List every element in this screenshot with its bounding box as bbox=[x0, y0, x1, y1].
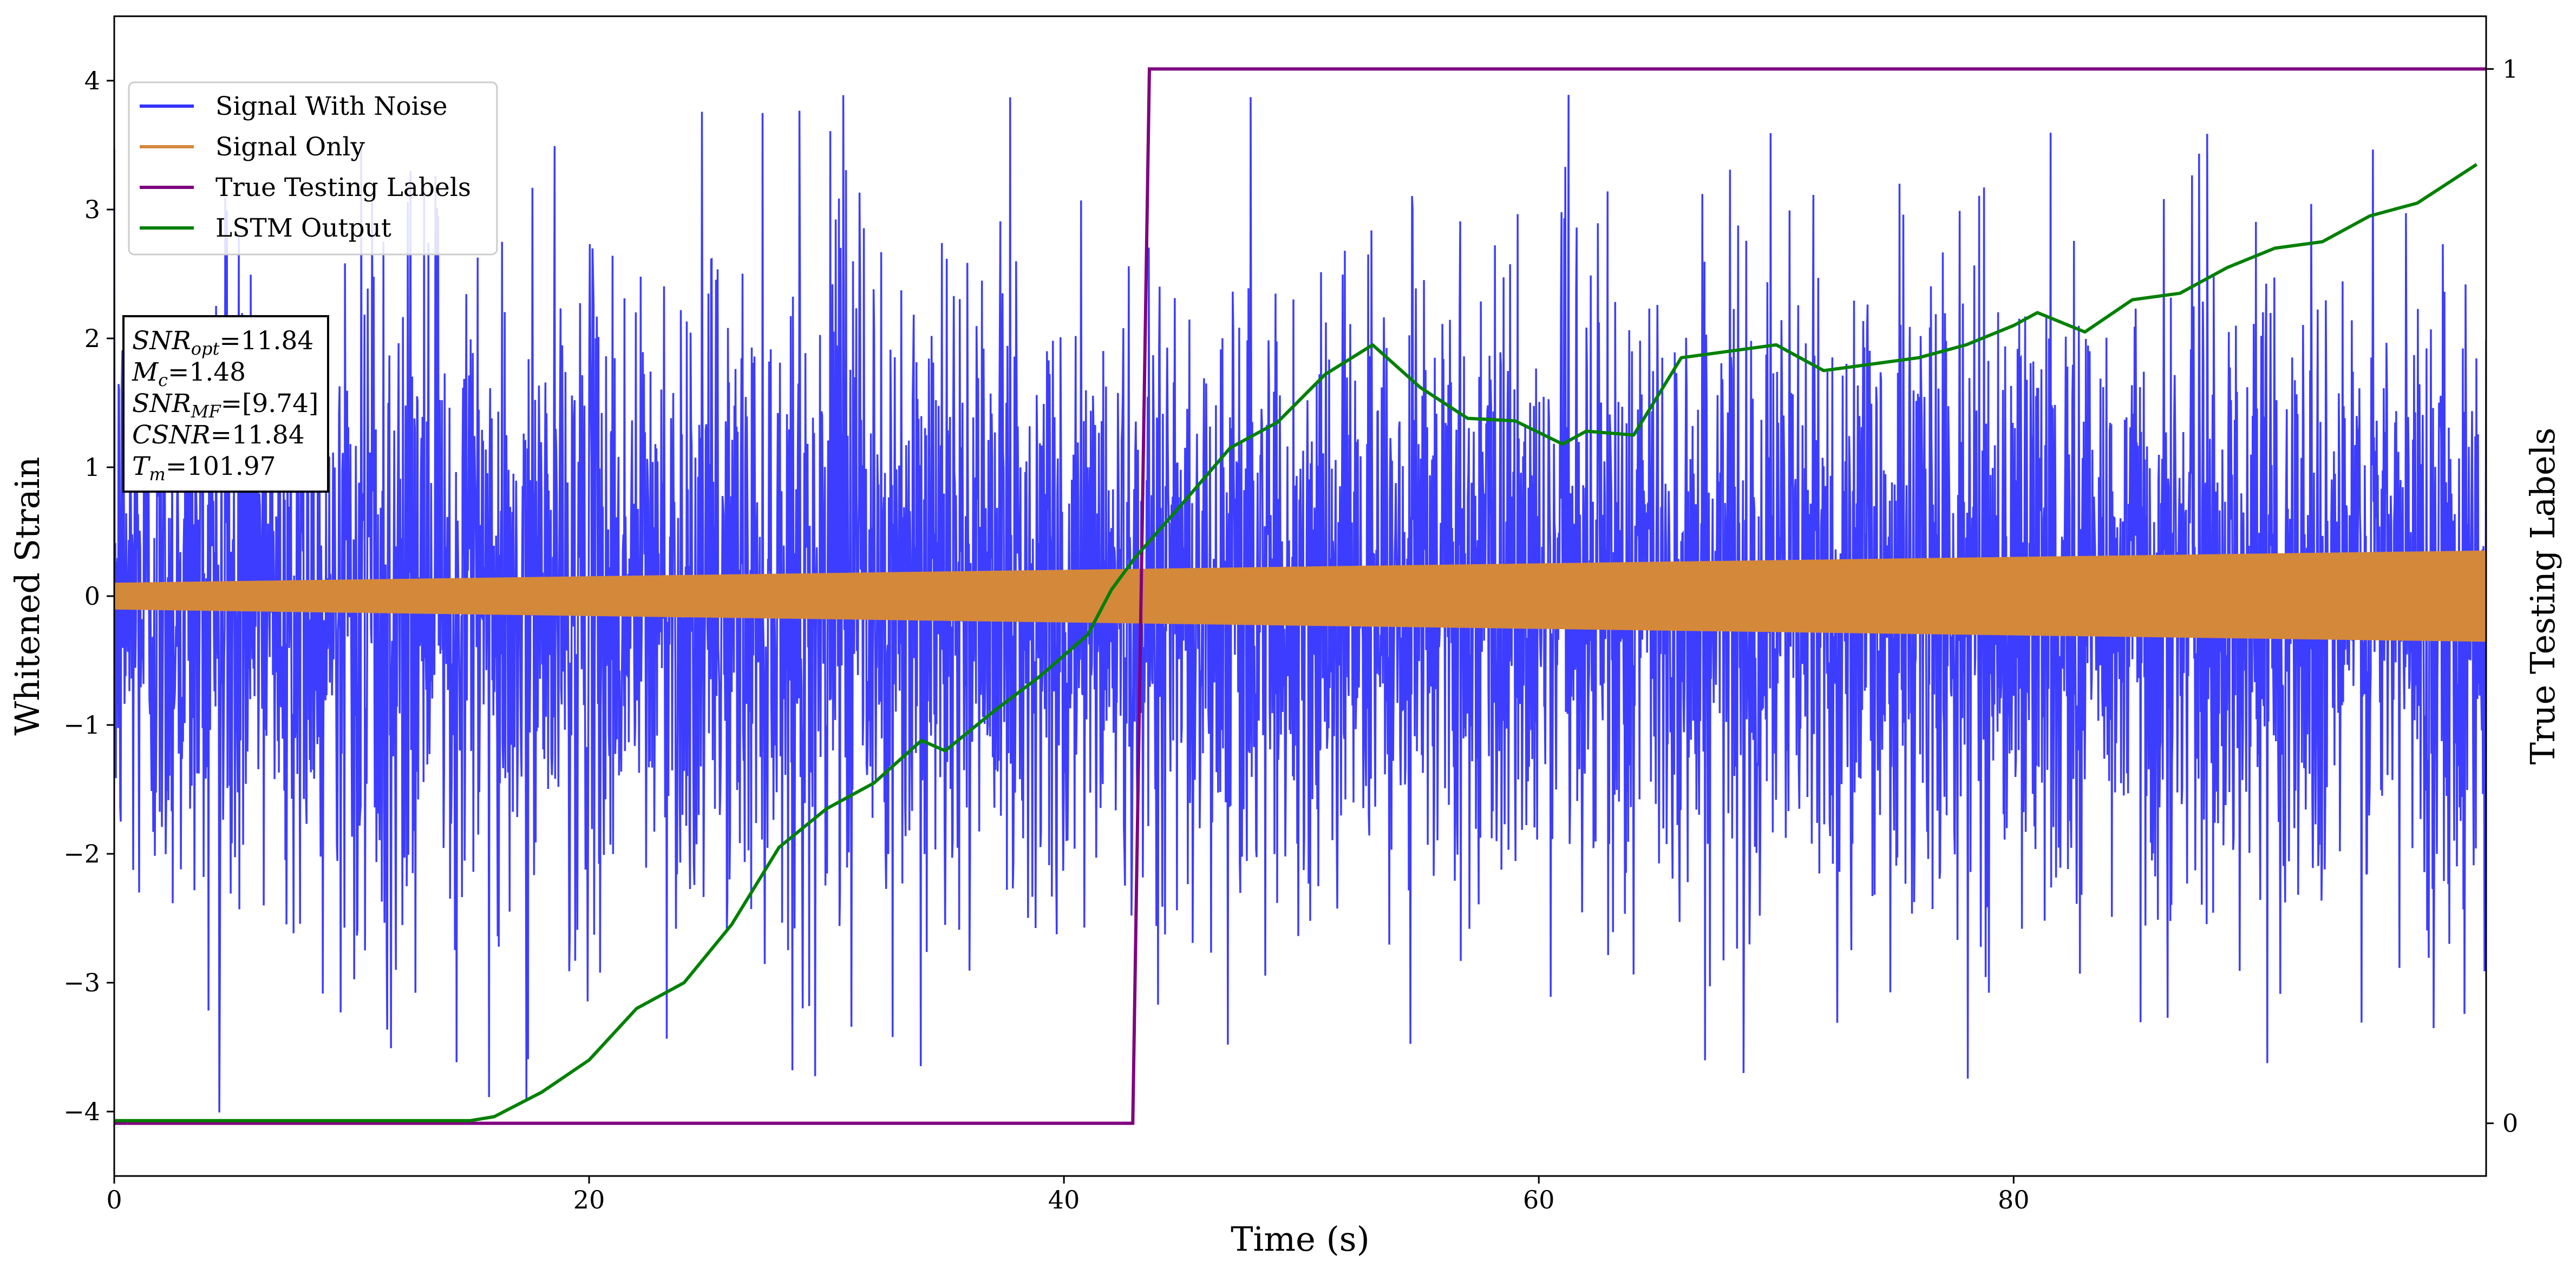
legend-label: LSTM Output bbox=[215, 213, 391, 243]
y-axis-title: Whitened Strain bbox=[8, 457, 47, 736]
y-tick-label: 4 bbox=[84, 66, 100, 95]
x-tick-label: 60 bbox=[1523, 1185, 1555, 1214]
stats-var: T bbox=[132, 452, 151, 481]
stats-value: =11.84 bbox=[219, 326, 313, 356]
stats-line: Tm=101.97 bbox=[132, 452, 276, 485]
legend: Signal With Noise Signal Only True Testing… bbox=[128, 81, 498, 256]
legend-label: True Testing Labels bbox=[215, 173, 471, 202]
series-signal-only bbox=[114, 550, 2486, 642]
stats-subscript: MF bbox=[191, 401, 222, 422]
legend-box bbox=[128, 81, 498, 256]
y-right-axis-title: True Testing Labels bbox=[2523, 428, 2562, 765]
x-tick-label: 40 bbox=[1048, 1185, 1080, 1214]
series-signal-with-noise bbox=[114, 95, 2486, 1113]
x-tick-label: 0 bbox=[106, 1185, 122, 1214]
series-lstm-output bbox=[114, 163, 2478, 1122]
stats-line: SNRopt=11.84 bbox=[132, 326, 313, 359]
plot-area bbox=[114, 67, 2486, 1125]
stats-value: =[9.74] bbox=[221, 389, 319, 419]
y-tick-label: 1 bbox=[84, 453, 100, 482]
y-tick-label: 3 bbox=[84, 195, 100, 224]
stats-subscript: m bbox=[149, 464, 165, 485]
x-axis-title: Time (s) bbox=[1231, 1219, 1370, 1259]
stats-value: =101.97 bbox=[166, 452, 276, 481]
series-true-testing-labels bbox=[114, 67, 2486, 1125]
y-right-tick-label: 1 bbox=[2502, 54, 2518, 83]
stats-value: =11.84 bbox=[211, 420, 305, 450]
legend-label: Signal Only bbox=[215, 132, 365, 162]
stats-box bbox=[122, 315, 329, 493]
stats-var: SNR bbox=[132, 326, 191, 356]
stats-var: M bbox=[132, 357, 159, 387]
stats-subscript: c bbox=[158, 370, 168, 390]
stats-var: CSNR bbox=[132, 420, 211, 450]
y-tick-label: −2 bbox=[63, 839, 100, 868]
stats-line: Mc=1.48 bbox=[132, 357, 246, 390]
y-tick-label: −3 bbox=[63, 968, 100, 997]
x-tick-label: 80 bbox=[1998, 1185, 2030, 1214]
stats-var: SNR bbox=[132, 389, 191, 419]
stats-line: CSNR=11.84 bbox=[132, 420, 305, 450]
y-tick-label: −1 bbox=[63, 710, 100, 740]
y-tick-label: 0 bbox=[84, 582, 100, 611]
y-tick-label: −4 bbox=[63, 1097, 100, 1126]
x-tick-label: 20 bbox=[573, 1185, 605, 1214]
stats-subscript: opt bbox=[191, 338, 220, 359]
stats-line: SNRMF=[9.74] bbox=[132, 389, 318, 422]
legend-label: Signal With Noise bbox=[215, 92, 448, 121]
stats-annotation: SNRopt=11.84Mc=1.48SNRMF=[9.74]CSNR=11.8… bbox=[122, 315, 329, 493]
stats-value: =1.48 bbox=[168, 357, 246, 387]
y-right-tick-label: 0 bbox=[2502, 1109, 2518, 1138]
y-tick-label: 2 bbox=[84, 324, 100, 353]
